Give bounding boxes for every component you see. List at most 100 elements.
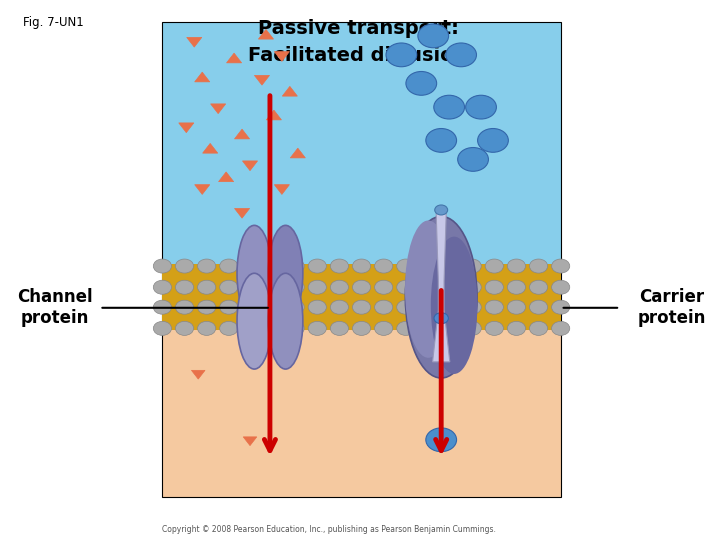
Circle shape — [529, 321, 548, 335]
Circle shape — [153, 259, 171, 273]
Circle shape — [441, 259, 459, 273]
Circle shape — [286, 259, 305, 273]
Circle shape — [485, 259, 503, 273]
Circle shape — [176, 259, 194, 273]
Circle shape — [397, 280, 415, 294]
Circle shape — [242, 321, 260, 335]
Circle shape — [197, 300, 216, 314]
Circle shape — [426, 428, 456, 451]
Ellipse shape — [237, 273, 271, 369]
Polygon shape — [275, 339, 289, 348]
Circle shape — [419, 280, 437, 294]
Circle shape — [466, 95, 496, 119]
Circle shape — [153, 280, 171, 294]
Circle shape — [242, 280, 260, 294]
Ellipse shape — [237, 225, 271, 321]
Circle shape — [264, 259, 282, 273]
Circle shape — [153, 300, 171, 314]
Circle shape — [197, 280, 216, 294]
Circle shape — [485, 321, 503, 335]
Polygon shape — [266, 110, 282, 120]
Circle shape — [176, 280, 194, 294]
FancyBboxPatch shape — [163, 297, 561, 497]
Circle shape — [508, 300, 526, 314]
Text: Passive transport:: Passive transport: — [258, 19, 459, 38]
Circle shape — [264, 321, 282, 335]
Ellipse shape — [431, 237, 477, 374]
Polygon shape — [235, 129, 250, 139]
Polygon shape — [186, 37, 202, 47]
Ellipse shape — [405, 220, 451, 358]
Circle shape — [441, 300, 459, 314]
Polygon shape — [290, 148, 305, 158]
Circle shape — [446, 43, 477, 67]
Circle shape — [419, 300, 437, 314]
Circle shape — [418, 24, 449, 48]
Circle shape — [286, 300, 305, 314]
Ellipse shape — [405, 217, 477, 378]
Polygon shape — [194, 72, 210, 82]
Circle shape — [441, 321, 459, 335]
Circle shape — [308, 259, 326, 273]
Circle shape — [197, 259, 216, 273]
Circle shape — [308, 280, 326, 294]
Circle shape — [433, 95, 464, 119]
Circle shape — [552, 321, 570, 335]
Circle shape — [485, 280, 503, 294]
Circle shape — [308, 321, 326, 335]
Text: Facilitated diffusion: Facilitated diffusion — [248, 46, 468, 65]
Polygon shape — [211, 104, 225, 113]
Polygon shape — [219, 172, 234, 181]
Polygon shape — [235, 208, 250, 218]
Circle shape — [435, 205, 448, 215]
Circle shape — [508, 280, 526, 294]
Circle shape — [441, 280, 459, 294]
Circle shape — [552, 280, 570, 294]
Circle shape — [426, 129, 456, 152]
Text: Copyright © 2008 Pearson Education, Inc., publishing as Pearson Benjamin Cumming: Copyright © 2008 Pearson Education, Inc.… — [163, 524, 496, 534]
Circle shape — [353, 300, 371, 314]
Circle shape — [286, 321, 305, 335]
Circle shape — [242, 259, 260, 273]
Circle shape — [529, 300, 548, 314]
Circle shape — [463, 300, 481, 314]
Polygon shape — [254, 76, 269, 85]
Circle shape — [419, 259, 437, 273]
Circle shape — [463, 321, 481, 335]
Circle shape — [477, 129, 508, 152]
Circle shape — [434, 313, 449, 324]
Circle shape — [374, 259, 392, 273]
Text: Channel
protein: Channel protein — [17, 288, 92, 327]
Circle shape — [353, 321, 371, 335]
Circle shape — [374, 280, 392, 294]
Circle shape — [508, 259, 526, 273]
Text: Carrier
protein: Carrier protein — [637, 288, 706, 327]
FancyBboxPatch shape — [163, 264, 561, 330]
Circle shape — [330, 321, 348, 335]
Circle shape — [308, 300, 326, 314]
Circle shape — [353, 259, 371, 273]
Polygon shape — [179, 123, 194, 133]
Circle shape — [264, 280, 282, 294]
Circle shape — [529, 259, 548, 273]
Circle shape — [529, 280, 548, 294]
Circle shape — [176, 300, 194, 314]
Circle shape — [508, 321, 526, 335]
Circle shape — [242, 300, 260, 314]
Circle shape — [220, 280, 238, 294]
Circle shape — [397, 300, 415, 314]
Circle shape — [176, 321, 194, 335]
Circle shape — [552, 300, 570, 314]
Polygon shape — [243, 161, 258, 171]
Circle shape — [386, 43, 417, 67]
Circle shape — [397, 259, 415, 273]
Circle shape — [220, 259, 238, 273]
Ellipse shape — [269, 225, 303, 321]
Circle shape — [220, 300, 238, 314]
Polygon shape — [274, 185, 289, 194]
FancyBboxPatch shape — [163, 22, 561, 297]
Circle shape — [220, 321, 238, 335]
Polygon shape — [194, 185, 210, 194]
Polygon shape — [258, 29, 274, 39]
Polygon shape — [433, 213, 450, 362]
